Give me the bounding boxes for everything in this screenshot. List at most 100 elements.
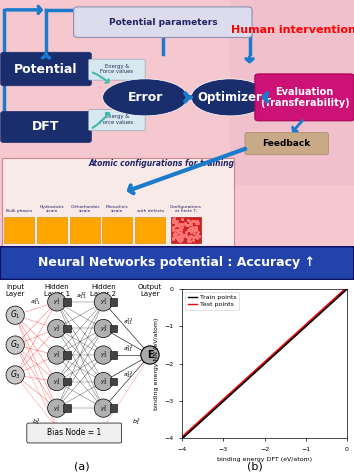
Text: $y^1_2$: $y^1_2$ [53, 323, 61, 334]
Line: Train points: Train points [182, 289, 347, 438]
Train points [180, 436, 184, 441]
Text: Output
Layer: Output Layer [138, 283, 162, 297]
Text: Hydrostatic
strain: Hydrostatic strain [40, 205, 65, 213]
Bar [110, 404, 117, 412]
Text: $y^2_3$: $y^2_3$ [99, 350, 107, 360]
Circle shape [94, 346, 113, 364]
Test points [329, 299, 333, 304]
Text: $y^2_5$: $y^2_5$ [99, 403, 107, 413]
Text: $a_{31}^{22}$: $a_{31}^{22}$ [123, 343, 133, 354]
X-axis label: binding energy DFT (eV/atom): binding energy DFT (eV/atom) [217, 457, 312, 462]
FancyBboxPatch shape [74, 7, 252, 37]
Text: $a_{41}^{22}$: $a_{41}^{22}$ [123, 370, 133, 380]
Text: $b_1^2$: $b_1^2$ [132, 416, 141, 427]
Line: Test points: Test points [182, 287, 347, 437]
Text: $a_{11}^G$: $a_{11}^G$ [30, 297, 41, 307]
FancyBboxPatch shape [0, 0, 354, 246]
Text: $y^2_2$: $y^2_2$ [99, 323, 107, 334]
Train points [181, 435, 185, 441]
Text: Bias Node = 1: Bias Node = 1 [47, 428, 101, 438]
Bar [63, 325, 71, 332]
Text: Potential parameters: Potential parameters [109, 18, 217, 27]
Test points [281, 342, 285, 348]
Train points [345, 286, 349, 292]
FancyBboxPatch shape [171, 217, 201, 243]
Circle shape [6, 306, 24, 324]
Text: $y^2_4$: $y^2_4$ [99, 376, 107, 387]
Text: $b_1^1$: $b_1^1$ [33, 416, 41, 427]
Circle shape [141, 346, 159, 364]
Text: $G_2$: $G_2$ [10, 339, 21, 351]
FancyBboxPatch shape [0, 246, 354, 280]
FancyBboxPatch shape [102, 217, 132, 243]
FancyBboxPatch shape [88, 59, 145, 80]
Circle shape [94, 319, 113, 337]
FancyBboxPatch shape [255, 74, 354, 121]
Circle shape [48, 293, 66, 311]
Circle shape [6, 366, 24, 384]
Text: E: E [147, 350, 153, 360]
Text: Monoclinic
strain: Monoclinic strain [105, 205, 129, 213]
Text: $a_{11}^{22}$: $a_{11}^{22}$ [123, 317, 133, 327]
FancyBboxPatch shape [245, 132, 329, 155]
Bar [110, 351, 117, 359]
Test points [180, 434, 184, 439]
Text: Feedback: Feedback [263, 139, 311, 148]
Ellipse shape [103, 79, 188, 116]
Test points [278, 345, 282, 351]
Text: Potential: Potential [14, 63, 78, 75]
FancyBboxPatch shape [135, 217, 165, 243]
Text: with defects: with defects [137, 209, 164, 213]
Text: DFT: DFT [32, 120, 60, 134]
Text: Hidden
Layer 1: Hidden Layer 1 [44, 283, 70, 297]
Circle shape [94, 373, 113, 391]
Text: $G_1$: $G_1$ [10, 309, 21, 321]
Circle shape [94, 293, 113, 311]
Bar [63, 404, 71, 412]
FancyBboxPatch shape [37, 217, 67, 243]
Test points [345, 284, 349, 290]
Y-axis label: binding energy NN (eV/atom): binding energy NN (eV/atom) [154, 318, 159, 410]
Ellipse shape [191, 79, 269, 116]
Text: $y^1_3$: $y^1_3$ [53, 350, 61, 360]
Text: Optimizer: Optimizer [198, 91, 263, 104]
FancyBboxPatch shape [1, 111, 91, 143]
Text: Energy &
Force values: Energy & Force values [100, 114, 133, 125]
Circle shape [6, 336, 24, 354]
FancyBboxPatch shape [2, 158, 234, 246]
Circle shape [94, 399, 113, 417]
Text: Energy &
Force values: Energy & Force values [100, 64, 133, 74]
FancyBboxPatch shape [4, 217, 34, 243]
FancyBboxPatch shape [230, 0, 354, 185]
Test points [181, 433, 185, 439]
Circle shape [48, 346, 66, 364]
Train points [329, 300, 333, 306]
Text: Neural Networks potential : Accuracy ↑: Neural Networks potential : Accuracy ↑ [39, 256, 315, 269]
Text: $y^1_5$: $y^1_5$ [53, 403, 61, 413]
Legend: Train points, Test points: Train points, Test points [185, 292, 239, 310]
Text: Hidden
Layer 2: Hidden Layer 2 [90, 283, 116, 297]
Text: (b): (b) [247, 461, 263, 471]
Text: Atomic configurations for training: Atomic configurations for training [88, 159, 234, 168]
FancyBboxPatch shape [27, 423, 122, 443]
Test points [319, 308, 323, 314]
Bar [63, 378, 71, 385]
Bar [110, 325, 117, 332]
Train points [278, 347, 282, 353]
Circle shape [48, 399, 66, 417]
FancyBboxPatch shape [1, 52, 91, 86]
Bar [110, 378, 117, 385]
Text: Orthorhombic
strain: Orthorhombic strain [70, 205, 100, 213]
Train points [281, 344, 285, 350]
Test points [278, 346, 282, 351]
FancyBboxPatch shape [70, 217, 100, 243]
Text: Error: Error [127, 91, 163, 104]
Text: $y^2_1$: $y^2_1$ [99, 297, 107, 307]
Text: $y^1_4$: $y^1_4$ [53, 376, 61, 387]
Text: Configurations
at finite T.: Configurations at finite T. [170, 205, 202, 213]
Text: Human intervention: Human intervention [232, 25, 354, 35]
Train points [278, 346, 282, 352]
FancyBboxPatch shape [88, 109, 145, 131]
Bar [63, 298, 71, 306]
Text: (a): (a) [74, 461, 89, 471]
